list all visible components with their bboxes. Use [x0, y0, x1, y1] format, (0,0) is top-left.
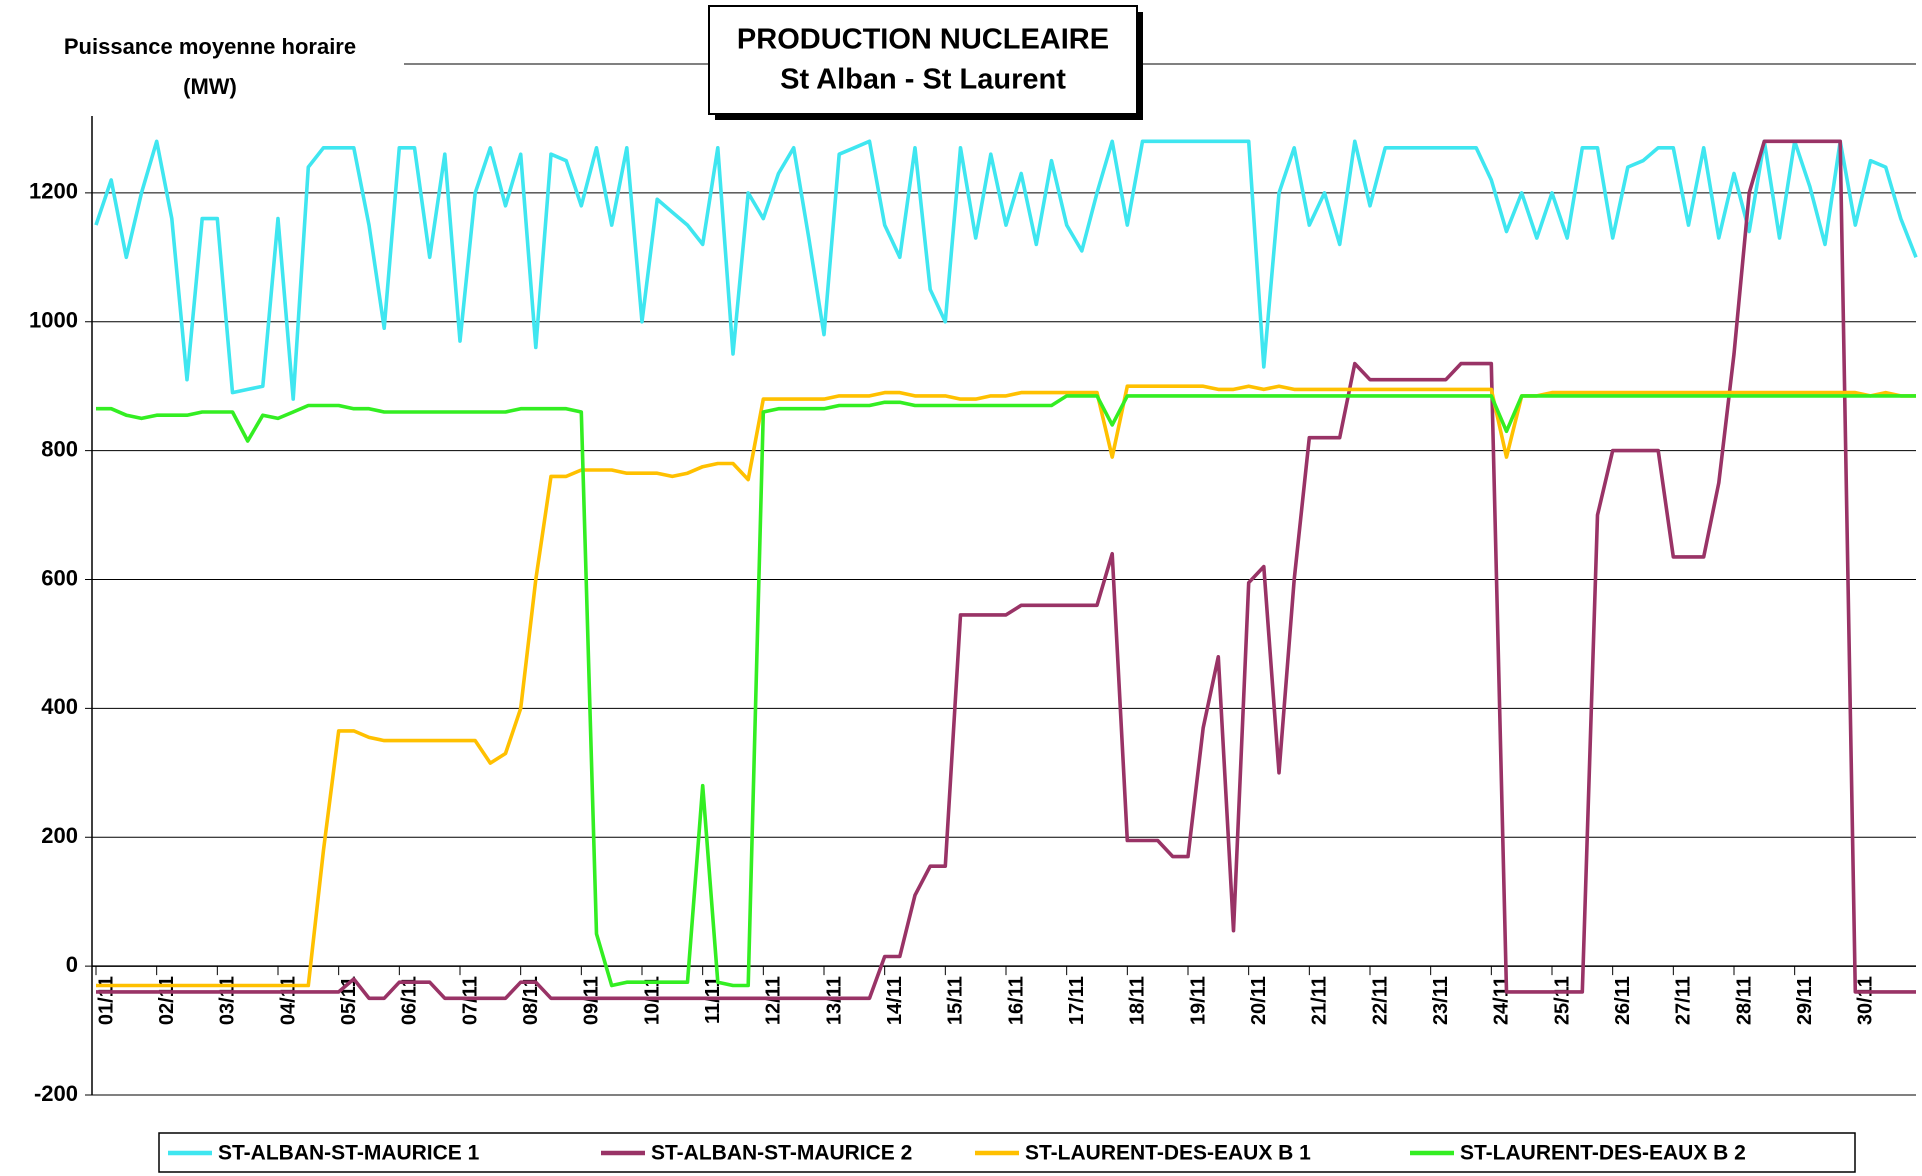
- x-tick-label: 20/11: [1248, 976, 1270, 1025]
- y-tick-label: 200: [41, 823, 78, 848]
- x-tick-label: 19/11: [1187, 976, 1209, 1025]
- x-tick-label: 13/11: [823, 976, 845, 1025]
- series-line: [96, 139, 1916, 1001]
- legend-label: ST-LAURENT-DES-EAUX B 1: [1025, 1142, 1311, 1165]
- y-tick-label: 0: [66, 952, 78, 977]
- x-tick-label: 09/11: [581, 976, 603, 1025]
- x-tick-label: 06/11: [399, 976, 421, 1025]
- title-box: [708, 5, 1138, 115]
- x-tick-label: 03/11: [217, 976, 239, 1025]
- y-tick-label: -200: [34, 1081, 78, 1106]
- y-axis-unit: (MW): [183, 74, 237, 99]
- x-tick-label: 29/11: [1794, 976, 1816, 1025]
- x-tick-label: 26/11: [1612, 976, 1634, 1025]
- x-tick-label: 01/11: [95, 976, 117, 1025]
- chart-title: PRODUCTION NUCLEAIRE: [737, 24, 1109, 56]
- x-tick-label: 23/11: [1430, 976, 1452, 1025]
- x-tick-label: 08/11: [520, 976, 542, 1025]
- y-tick-label: 600: [41, 565, 78, 590]
- x-tick-label: 17/11: [1066, 976, 1088, 1025]
- x-tick-label: 27/11: [1673, 976, 1695, 1025]
- legend: ST-ALBAN-ST-MAURICE 1 ST-ALBAN-ST-MAURICE…: [158, 1132, 1856, 1173]
- x-tick-label: 14/11: [884, 976, 906, 1025]
- x-tick-label: 04/11: [277, 976, 299, 1025]
- legend-label: ST-ALBAN-ST-MAURICE 1: [218, 1142, 480, 1165]
- legend-label: ST-LAURENT-DES-EAUX B 2: [1460, 1142, 1746, 1165]
- legend-label: ST-ALBAN-ST-MAURICE 2: [651, 1142, 912, 1165]
- series-line: [96, 394, 1916, 988]
- x-tick-label: 21/11: [1309, 976, 1331, 1025]
- x-tick-label: 02/11: [156, 976, 178, 1025]
- y-axis-title: Puissance moyenne horaire: [64, 34, 356, 59]
- y-title-background: [26, 28, 404, 116]
- overlay-layer: Puissance moyenne horaire (MW) PRODUCTIO…: [26, 5, 1143, 120]
- x-tick-label: 24/11: [1491, 976, 1513, 1025]
- chart-subtitle: St Alban - St Laurent: [780, 64, 1066, 96]
- y-tick-label: 400: [41, 694, 78, 719]
- x-tick-label: 16/11: [1005, 976, 1027, 1025]
- x-tick-label: 25/11: [1551, 976, 1573, 1025]
- x-tick-label: 22/11: [1369, 976, 1391, 1025]
- x-tick-label: 15/11: [945, 976, 967, 1025]
- series-line: [94, 139, 1918, 401]
- x-tick-label: 30/11: [1855, 976, 1877, 1025]
- y-tick-label: 1000: [29, 308, 78, 333]
- x-tick-label: 10/11: [641, 976, 663, 1025]
- y-tick-label: 800: [41, 436, 78, 461]
- x-tick-label: 07/11: [459, 976, 481, 1025]
- y-tick-label: 1200: [29, 179, 78, 204]
- x-tick-label: 18/11: [1127, 976, 1149, 1025]
- line-layer: [94, 139, 1918, 1001]
- x-tick-label: 12/11: [763, 976, 785, 1025]
- series-line: [96, 384, 1916, 988]
- x-tick-label: 28/11: [1733, 976, 1755, 1025]
